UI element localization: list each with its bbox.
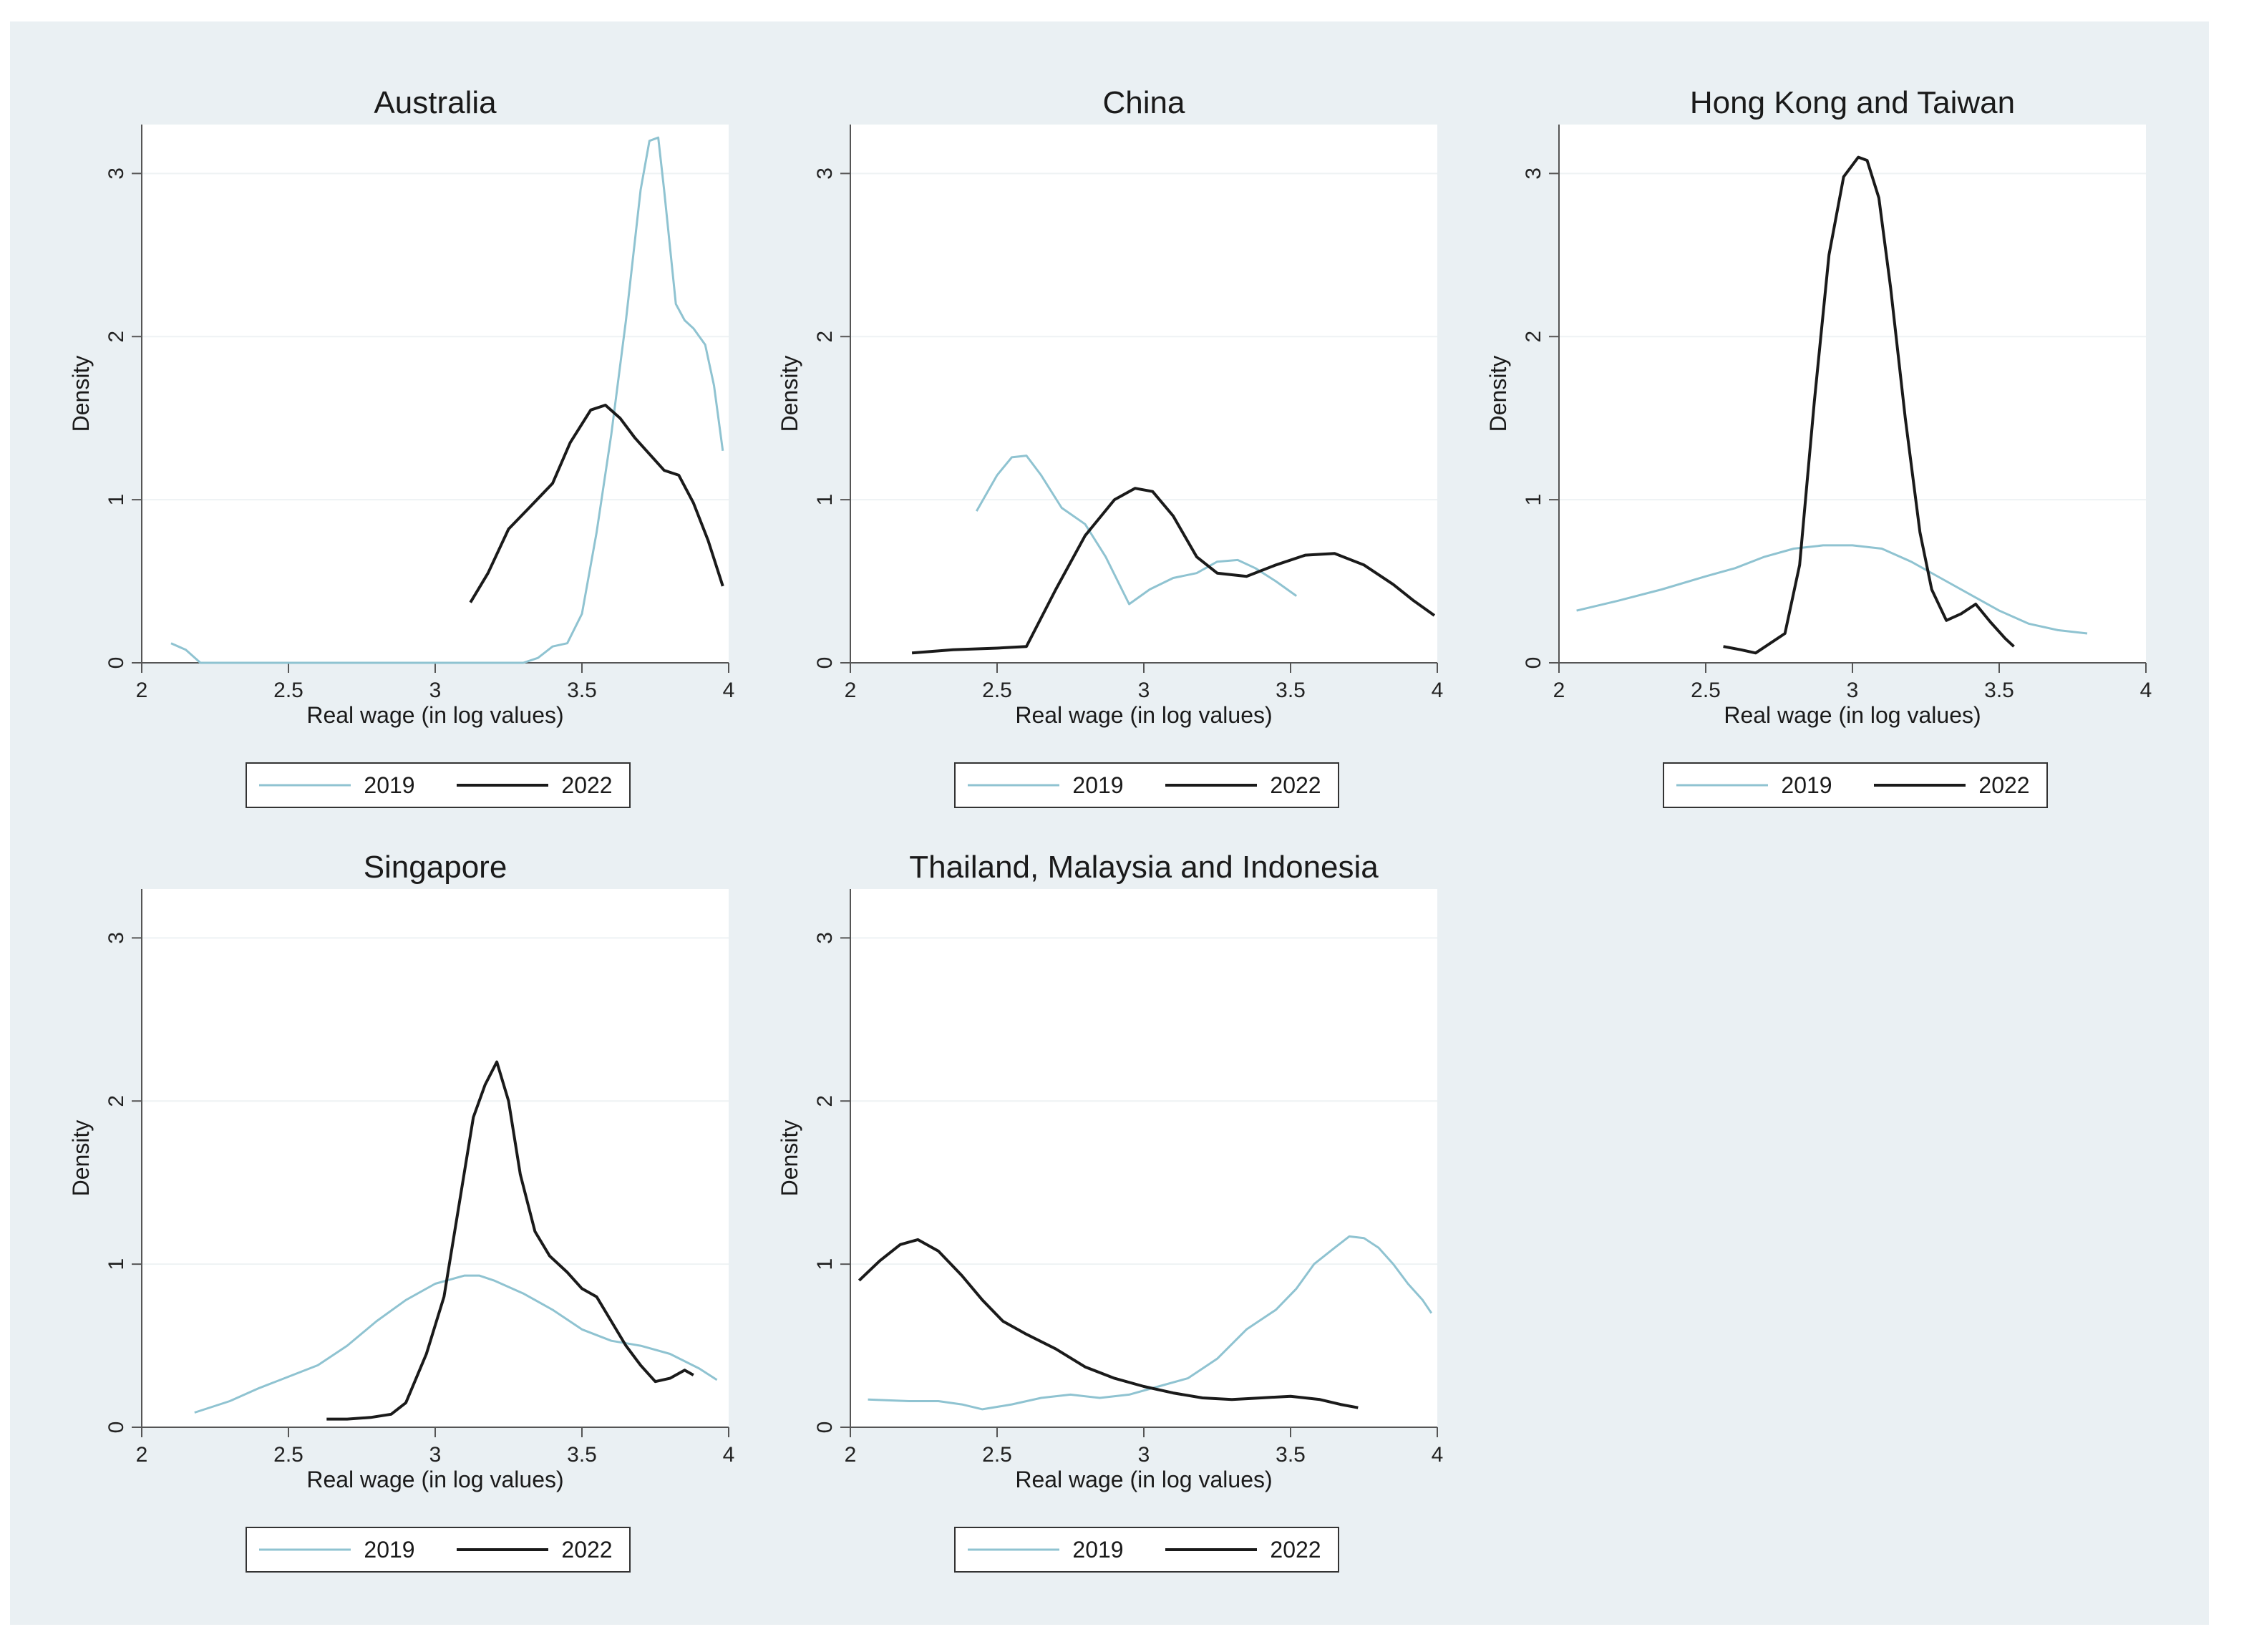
y-tick-label: 1 [813,494,837,506]
y-tick-label: 3 [813,932,837,944]
y-tick-label: 1 [105,494,128,506]
x-tick-label: 4 [1432,679,1444,702]
y-tick-label: 1 [813,1258,837,1270]
x-tick-label: 3 [1847,679,1859,702]
y-axis-label: Density [777,1120,802,1197]
series-line-2022 [911,487,1436,655]
plot-area [142,889,729,1427]
y-tick-label: 0 [105,657,128,669]
x-tick-label: 2 [136,679,148,702]
y-tick-label: 0 [105,1422,128,1434]
chart-panel-thailand-malaysia-and-indonesia: 0 1 2 3 2 2.5 3 3.5 4 Thailand, Malaysia and Indo… [777,850,1444,1573]
chart-panel-australia: 0 1 2 3 2 2.5 3 3.5 4 Australia Real wage (in log … [68,85,735,808]
x-tick-label: 2.5 [273,1443,303,1467]
y-axis-label: Density [68,1120,94,1197]
legend-label-2022: 2022 [1978,772,2029,798]
x-axis-label: Real wage (in log values) [1015,702,1272,728]
x-tick-label: 4 [2140,679,2152,702]
x-tick-label: 2 [845,1443,857,1467]
legend-label-2019: 2019 [1072,772,1123,798]
x-tick-label: 3.5 [1276,1443,1306,1467]
series-line-2022 [326,1060,694,1421]
x-tick-label: 3 [1138,1443,1150,1467]
y-axis-label: Density [777,356,802,432]
x-axis-label: Real wage (in log values) [1015,1467,1272,1492]
series-line-2022 [858,1238,1359,1409]
legend-label-2019: 2019 [364,1537,414,1563]
legend-label-2022: 2022 [1270,772,1321,798]
y-tick-label: 0 [813,657,837,669]
y-tick-label: 0 [813,1422,837,1434]
legend-label-2022: 2022 [561,1537,612,1563]
x-tick-label: 2.5 [1691,679,1721,702]
chart-title: Hong Kong and Taiwan [1690,85,2015,120]
y-tick-label: 3 [813,167,837,180]
x-axis-label: Real wage (in log values) [306,1467,563,1492]
x-tick-label: 4 [1432,1443,1444,1467]
y-tick-label: 2 [813,331,837,343]
legend-label-2019: 2019 [1072,1537,1123,1563]
plot-area [142,125,729,663]
y-tick-label: 2 [105,331,128,343]
x-tick-label: 3 [1138,679,1150,702]
chart-panel-singapore: 0 1 2 3 2 2.5 3 3.5 4 Singapore Real wage (in log … [68,850,735,1573]
chart-title: Thailand, Malaysia and Indonesia [909,850,1379,885]
plot-area [850,889,1437,1427]
chart-title: Singapore [364,850,507,885]
series-line-2022 [1723,155,2015,655]
x-tick-label: 2.5 [273,679,303,702]
plot-area [1559,125,2146,663]
figure-panel: 0 1 2 3 2 2.5 3 3.5 4 Australia Real wage (in log … [10,21,2209,1625]
x-axis-label: Real wage (in log values) [1724,702,1981,728]
x-tick-label: 4 [723,1443,735,1467]
y-axis-label: Density [68,356,94,432]
chart-grid: 0 1 2 3 2 2.5 3 3.5 4 Australia Real wage (in log … [68,85,2152,1573]
x-tick-label: 2.5 [982,1443,1012,1467]
legend-label-2019: 2019 [364,772,414,798]
y-tick-label: 2 [813,1095,837,1107]
x-tick-label: 2 [136,1443,148,1467]
y-tick-label: 0 [1522,657,1545,669]
x-tick-label: 3.5 [567,1443,597,1467]
x-tick-label: 3.5 [567,679,597,702]
x-tick-label: 3 [429,1443,442,1467]
series-line-2019 [170,136,724,664]
y-tick-label: 1 [1522,494,1545,506]
legend-label-2022: 2022 [561,772,612,798]
legend-label-2019: 2019 [1781,772,1832,798]
series-line-2019 [194,1274,718,1414]
y-tick-label: 3 [1522,167,1545,180]
x-tick-label: 3.5 [1984,679,2014,702]
y-tick-label: 2 [105,1095,128,1107]
legend-label-2022: 2022 [1270,1537,1321,1563]
x-axis-label: Real wage (in log values) [306,702,563,728]
x-tick-label: 3.5 [1276,679,1306,702]
series-line-2019 [1576,544,2088,635]
y-axis-label: Density [1485,356,1511,432]
chart-title: Australia [374,85,497,120]
x-tick-label: 2.5 [982,679,1012,702]
x-tick-label: 3 [429,679,442,702]
y-tick-label: 2 [1522,331,1545,343]
chart-title: China [1103,85,1185,120]
chart-panel-hong-kong-and-taiwan: 0 1 2 3 2 2.5 3 3.5 4 Hong Kong and Taiwan Real wa… [1485,85,2152,808]
y-tick-label: 3 [105,932,128,944]
y-tick-label: 3 [105,167,128,180]
x-tick-label: 4 [723,679,735,702]
series-line-2019 [868,1235,1433,1411]
x-tick-label: 2 [845,679,857,702]
x-tick-label: 2 [1553,679,1565,702]
series-line-2022 [469,404,724,603]
y-tick-label: 1 [105,1258,128,1270]
series-line-2019 [975,455,1298,606]
chart-panel-china: 0 1 2 3 2 2.5 3 3.5 4 China Real wage (in log valu… [777,85,1444,808]
plot-area [850,125,1437,663]
